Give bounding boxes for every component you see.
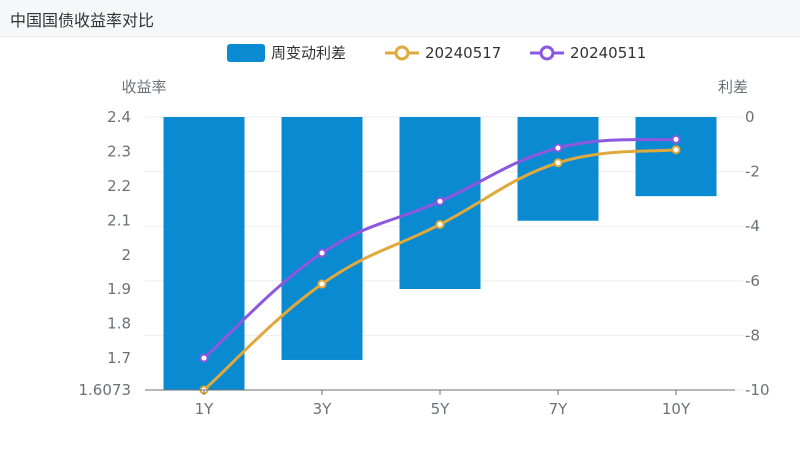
series-point (317, 248, 327, 258)
legend-item: 20240517 (385, 44, 501, 62)
panel-header: 中国国债收益率对比 (0, 0, 800, 37)
left-axis-tick-label: 1.9 (107, 280, 131, 298)
bar (163, 117, 245, 390)
legend-swatch-marker (394, 45, 410, 61)
right-axis-tick-label: -6 (745, 272, 760, 290)
series-point (435, 196, 445, 206)
bar (281, 117, 363, 360)
right-axis-tick-label: -2 (745, 163, 760, 181)
left-axis-tick-label: 1.8 (107, 315, 131, 333)
line-series (199, 134, 681, 395)
legend-label: 20240511 (570, 44, 646, 62)
series-point (435, 219, 445, 229)
legend-swatch-marker (539, 45, 555, 61)
series-point (671, 134, 681, 144)
legend-item: 20240511 (530, 44, 646, 62)
left-axis-tick-label: 1.7 (107, 349, 131, 367)
series-point (553, 158, 563, 168)
legend-item: 周变动利差 (227, 44, 346, 62)
x-axis-tick-label: 3Y (313, 400, 333, 418)
axes: 1.6073 1.7 1.8 1.9 2 2.1 2.2 2.3 2.4 -10 -8 -6 -4 -2 0… (79, 108, 770, 418)
left-axis-tick-label: 1.6073 (79, 381, 132, 399)
series-point (317, 279, 327, 289)
left-axis-tick-label: 2.4 (107, 108, 131, 126)
right-axis-title: 利差 (718, 78, 748, 96)
x-axis-tick-label: 1Y (195, 400, 215, 418)
right-axis-tick-label: -10 (745, 381, 770, 399)
left-axis-tick-label: 2.1 (107, 211, 131, 229)
bar (635, 117, 717, 197)
left-axis-tick-label: 2.3 (107, 142, 131, 160)
right-axis-tick-label: 0 (745, 108, 755, 126)
right-axis-tick-label: -4 (745, 217, 760, 235)
legend-swatch-bar (227, 44, 265, 62)
right-axis-tick-label: -8 (745, 326, 760, 344)
left-axis-title: 收益率 (121, 78, 166, 96)
series-point (553, 143, 563, 153)
x-axis-tick-label: 7Y (549, 400, 569, 418)
left-axis-tick-label: 2.2 (107, 177, 131, 195)
panel-title: 中国国债收益率对比 (10, 11, 155, 30)
series-point (671, 145, 681, 155)
left-axis-tick-label: 2 (121, 246, 131, 264)
legend-label: 20240517 (425, 44, 501, 62)
bar (517, 117, 599, 221)
series-point (199, 353, 209, 363)
x-axis-tick-label: 10Y (662, 400, 691, 418)
legend-label: 周变动利差 (271, 44, 346, 62)
chart-legend: 周变动利差 20240517 20240511 (227, 44, 646, 62)
x-axis-tick-label: 5Y (431, 400, 451, 418)
bar-series (163, 117, 717, 390)
